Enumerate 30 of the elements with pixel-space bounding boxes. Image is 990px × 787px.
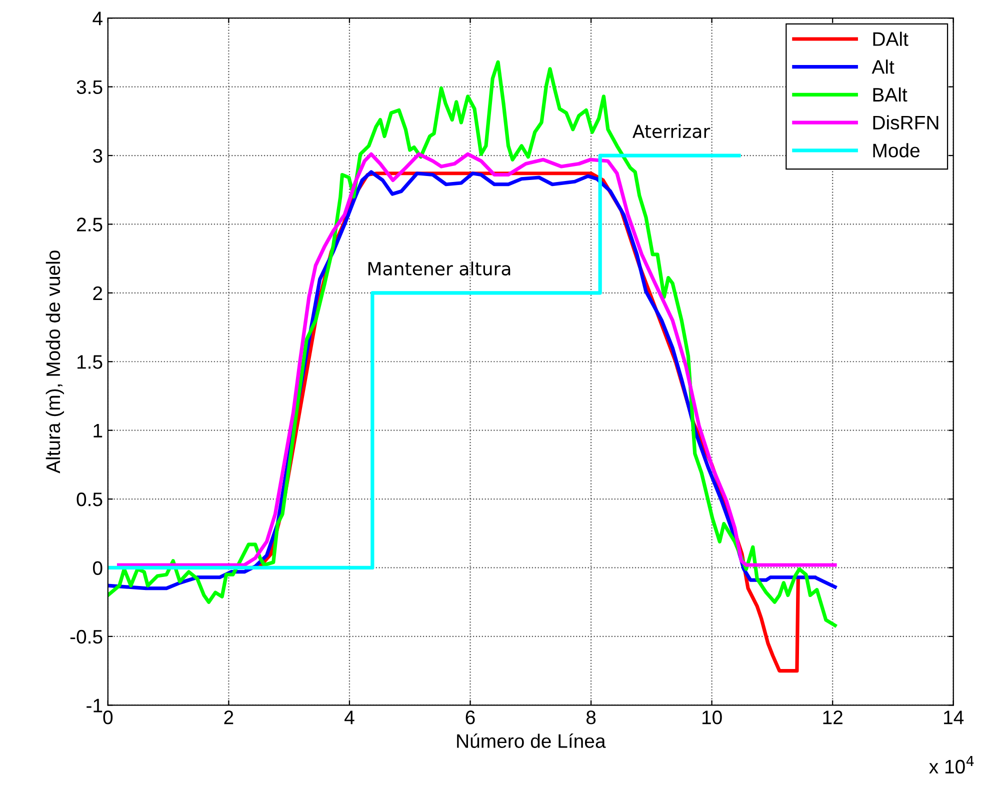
y-tick-label: 0.5 xyxy=(76,492,102,506)
annotation: Aterrizar xyxy=(632,124,710,138)
y-tick-label: -1 xyxy=(86,698,102,712)
y-tick-label: 0 xyxy=(92,561,102,575)
y-tick-label: 2.5 xyxy=(77,218,102,232)
x-tick-label: 10 xyxy=(702,710,722,724)
legend-label: Mode xyxy=(873,143,920,158)
legend-label: BAlt xyxy=(873,87,908,102)
y-tick-label: 2 xyxy=(93,286,102,300)
x-tick-label: 12 xyxy=(823,710,842,724)
x-tick-label: 4 xyxy=(344,710,354,724)
y-tick-label: 4 xyxy=(92,12,102,26)
y-tick-label: 1.5 xyxy=(78,355,102,369)
x-tick-label: 8 xyxy=(586,710,596,724)
line-series xyxy=(108,60,837,628)
legend-label: DisRFN xyxy=(873,115,938,130)
y-tick-label: -0.5 xyxy=(70,630,102,644)
y-tick-label: 3.5 xyxy=(76,80,102,94)
x-tick-label: 14 xyxy=(944,710,964,724)
x-tick-label: 2 xyxy=(224,710,234,724)
legend-label: DAlt xyxy=(873,32,908,46)
x-tick-label: 0 xyxy=(103,710,113,724)
y-tick-label: 1 xyxy=(94,424,102,438)
x-tick-label: 6 xyxy=(466,710,475,724)
text: x 10$^{4}$ xyxy=(929,756,974,774)
x-axis-title: Número de Línea xyxy=(457,733,606,748)
annotation: Mantener altura xyxy=(368,262,510,276)
y-axis-title: Altura (m), Modo de vuelo xyxy=(46,250,64,474)
y-tick-label: 3 xyxy=(92,148,102,163)
legend-label: Alt xyxy=(872,60,894,74)
